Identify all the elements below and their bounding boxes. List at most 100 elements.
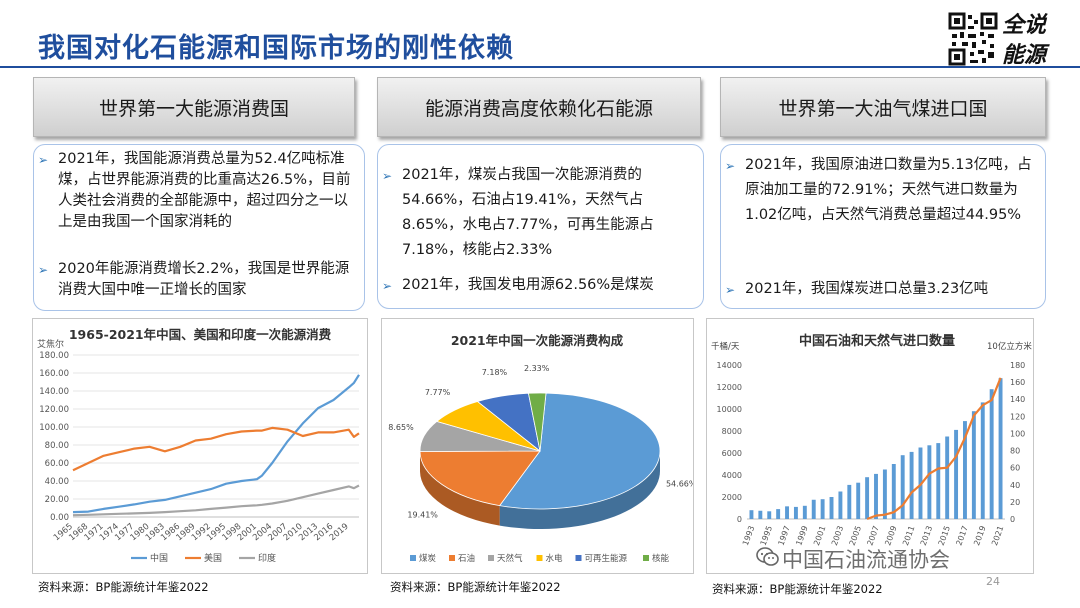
bullet-text: 2021年，我国能源消费总量为52.4亿吨标准煤，占世界能源消费的比重高达26.… <box>58 151 351 230</box>
legend-label: 水电 <box>546 553 564 564</box>
data-label: 8.65% <box>388 423 414 432</box>
oil-import-bar <box>767 511 772 519</box>
oil-import-bar <box>998 378 1003 519</box>
data-label: 7.18% <box>482 368 508 377</box>
pie-slice-side <box>499 451 660 529</box>
arrow-bullet-icon: ➢ <box>382 279 393 293</box>
line-chart-panel: 1965-2021年中国、美国和印度一次能源消费 艾焦尔 0.00 20.00 40.0… <box>32 318 368 574</box>
oil-import-bar <box>865 477 870 519</box>
right-tick-label: 0 <box>1010 515 1015 524</box>
oil-import-bar <box>793 506 798 519</box>
source-note-2: 资料来源：BP能源统计年鉴2022 <box>390 580 561 594</box>
chart-title: 2021年中国一次能源消费构成 <box>451 333 624 348</box>
right-tick-label: 40 <box>1010 481 1020 490</box>
page-title: 我国对化石能源和国际市场的刚性依赖 <box>38 33 514 64</box>
legend-label: 印度 <box>258 552 276 564</box>
right-tick-label: 80 <box>1010 447 1020 456</box>
legend-label: 煤炭 <box>419 553 437 564</box>
arrow-bullet-icon: ➢ <box>725 159 736 173</box>
arrow-bullet-icon: ➢ <box>38 263 49 277</box>
legend-swatch <box>449 555 455 561</box>
oil-import-bar <box>900 455 905 519</box>
oil-import-bar <box>909 451 914 519</box>
pie-slice-石油 <box>419 450 541 507</box>
legend-swatch <box>488 555 494 561</box>
legend-swatch <box>643 555 649 561</box>
bullet-item: ➢ 2021年，我国煤炭进口总量3.23亿吨 <box>725 277 1039 302</box>
x-tick-label: 1995 <box>759 525 774 547</box>
qr-code-icon <box>948 12 998 66</box>
bullet-item: ➢ 2021年，煤炭占我国一次能源消费的54.66%，石油占19.41%，天然气… <box>382 163 697 263</box>
bullet-card-3: ➢ 2021年，我国原油进口数量为5.13亿吨，占原油加工量的72.91%；天然… <box>720 144 1046 309</box>
y-tick-label: 20.00 <box>45 495 69 505</box>
logo-text-bottom: 能源 <box>1002 42 1047 68</box>
legend-swatch <box>575 555 582 561</box>
title-underline <box>0 66 1080 68</box>
source-note-1: 资料来源：BP能源统计年鉴2022 <box>38 580 209 594</box>
pie-slice-side <box>420 451 500 526</box>
legend-swatch <box>536 555 543 561</box>
oil-import-bar <box>945 436 950 519</box>
y-tick-label: 60.00 <box>45 459 69 469</box>
left-tick-label: 4000 <box>722 471 742 480</box>
pie-chart-panel: 2021年中国一次能源消费构成 54.66% 19.41% 8.65% 7.77% 7.1… <box>381 318 694 574</box>
series-line-中国 <box>72 374 360 514</box>
right-tick-label: 60 <box>1010 464 1020 473</box>
bullet-text: 2020年能源消费增长2.2%，我国是世界能源消费大国中唯一正增长的国家 <box>58 261 350 298</box>
x-tick-label: 2017 <box>954 525 969 547</box>
y-tick-label: 120.00 <box>39 405 69 415</box>
pie-slice-煤炭 <box>498 392 661 510</box>
oil-import-bar <box>749 510 754 519</box>
bullet-item: ➢ 2021年，我国发电用源62.56%是煤炭 <box>382 273 697 298</box>
legend-label: 核能 <box>652 553 670 564</box>
logo-text-top: 全说 <box>1002 12 1047 38</box>
section-heading-2: 能源消费高度依赖化石能源 <box>377 77 701 137</box>
oil-import-bar <box>838 491 843 519</box>
oil-import-bar <box>856 482 861 519</box>
left-tick-label: 12000 <box>717 383 742 392</box>
right-tick-label: 140 <box>1010 395 1025 404</box>
y-tick-label: 80.00 <box>45 441 69 451</box>
bullet-text: 2021年，我国煤炭进口总量3.23亿吨 <box>745 281 989 297</box>
x-tick-label: 2021 <box>990 525 1005 547</box>
left-tick-label: 10000 <box>717 405 742 414</box>
legend-label: 天然气 <box>497 553 523 564</box>
data-label: 19.41% <box>407 510 438 519</box>
bullet-card-1: ➢ 2021年，我国能源消费总量为52.4亿吨标准煤，占世界能源消费的比重高达2… <box>33 144 365 311</box>
oil-import-bar <box>776 509 781 519</box>
bullet-item: ➢ 2020年能源消费增长2.2%，我国是世界能源消费大国中唯一正增长的国家 <box>38 259 358 301</box>
right-tick-label: 160 <box>1010 378 1025 387</box>
left-tick-label: 8000 <box>722 427 742 436</box>
oil-import-bar <box>891 464 896 519</box>
right-axis-label: 10亿立方米 <box>987 341 1032 352</box>
pie-chart: 2021年中国一次能源消费构成 54.66% 19.41% 8.65% 7.77% 7.1… <box>388 333 693 564</box>
oil-import-bar <box>927 445 932 519</box>
right-tick-label: 100 <box>1010 429 1025 438</box>
wechat-icon <box>756 547 779 566</box>
left-tick-label: 14000 <box>717 361 742 370</box>
bullet-card-2: ➢ 2021年，煤炭占我国一次能源消费的54.66%，石油占19.41%，天然气… <box>377 144 704 309</box>
legend-swatch <box>410 555 416 561</box>
bullet-text: 2021年，煤炭占我国一次能源消费的54.66%，石油占19.41%，天然气占8… <box>402 167 654 258</box>
legend-label: 中国 <box>150 552 168 564</box>
oil-import-bar <box>963 421 967 519</box>
oil-import-bar <box>980 402 985 519</box>
right-tick-label: 180 <box>1010 361 1025 370</box>
series-line-印度 <box>72 484 360 517</box>
page-number: 24 <box>986 575 1000 588</box>
y-axis-label: 艾焦尔 <box>37 338 64 350</box>
y-tick-label: 160.00 <box>39 369 69 379</box>
x-tick-label: 2019 <box>972 525 987 547</box>
legend-label: 可再生能源 <box>585 553 628 564</box>
y-tick-label: 100.00 <box>39 423 69 433</box>
left-axis-label: 千桶/天 <box>711 341 740 352</box>
oil-import-bar <box>847 484 852 519</box>
section-heading-3: 世界第一大油气煤进口国 <box>720 77 1046 137</box>
chart-title: 中国石油和天然气进口数量 <box>799 333 955 349</box>
left-tick-label: 2000 <box>722 493 742 502</box>
bullet-text: 2021年，我国发电用源62.56%是煤炭 <box>402 277 654 293</box>
oil-import-bar <box>874 473 878 519</box>
right-tick-label: 120 <box>1010 412 1025 421</box>
